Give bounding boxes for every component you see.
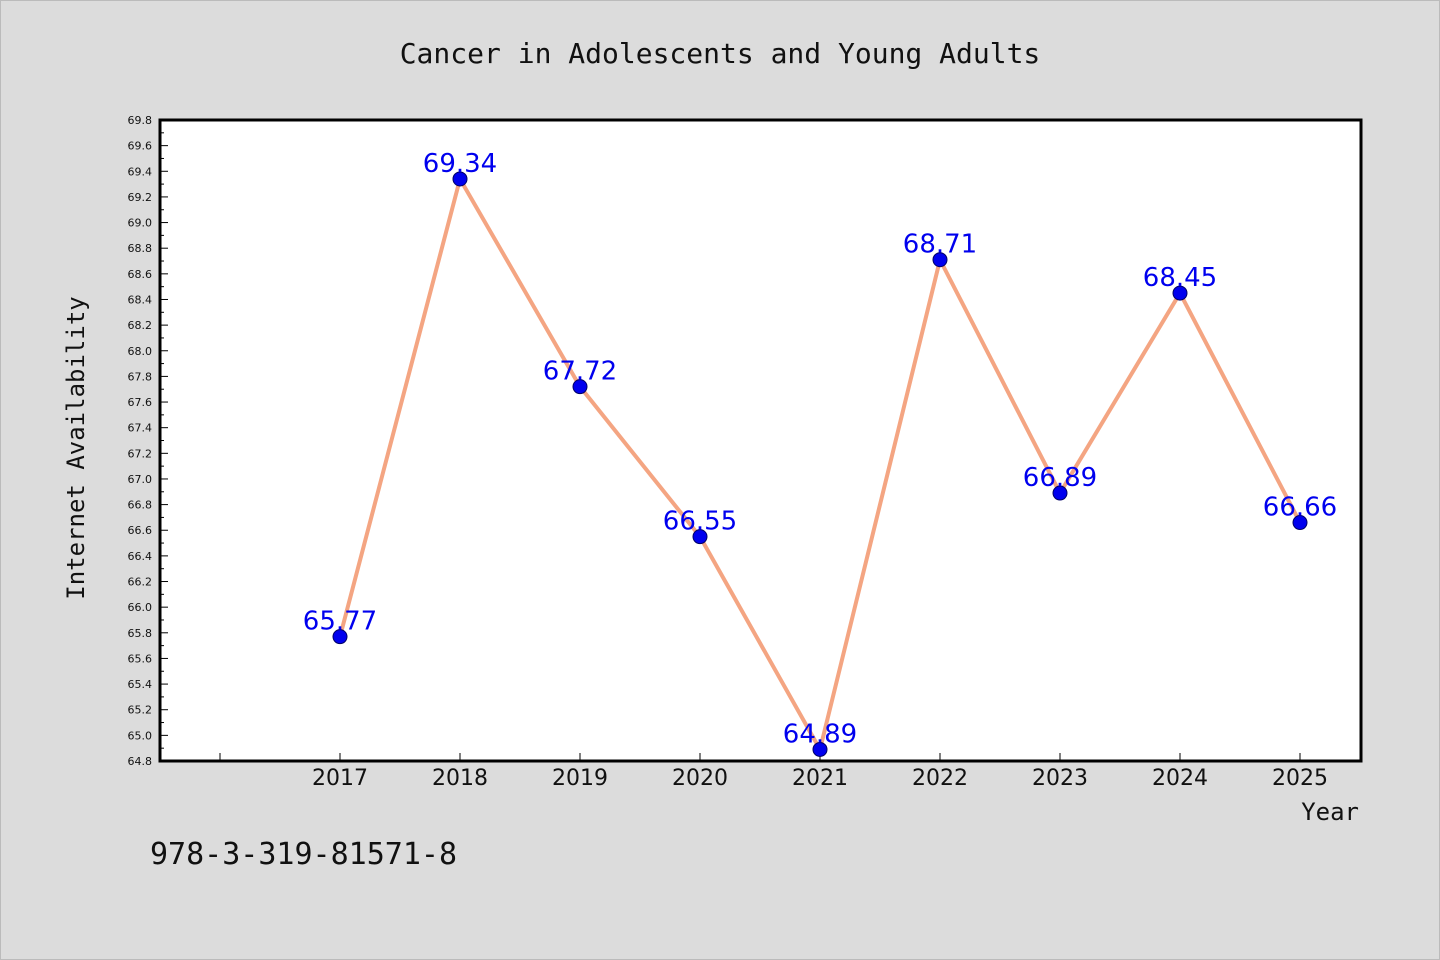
y-tick-label: 65.4 (128, 678, 153, 691)
y-tick-label: 67.4 (128, 422, 153, 435)
x-tick-label: 2018 (432, 766, 488, 791)
data-label: 65.77 (303, 607, 377, 637)
plot-area (158, 118, 1363, 763)
y-tick-label: 67.8 (128, 370, 153, 383)
data-point (452, 171, 468, 187)
y-tick-label: 68.0 (128, 345, 153, 358)
data-point (692, 529, 708, 545)
x-tick-label: 2020 (672, 766, 728, 791)
isbn-text: 978-3-319-81571-8 (150, 837, 457, 872)
chart-title: Cancer in Adolescents and Young Adults (400, 37, 1041, 70)
y-axis: 64.8 65.0 65.2 65.4 65.6 65.8 66.0 66.2 66.4 66.6… (128, 114, 168, 768)
y-tick-label: 67.2 (128, 447, 153, 460)
data-label: 68.45 (1143, 263, 1217, 293)
x-axis-label: Year (1301, 798, 1359, 826)
x-tick-label: 2021 (792, 766, 848, 791)
y-tick-label: 66.8 (128, 499, 153, 512)
data-label: 66.89 (1023, 463, 1097, 493)
data-label: 64.89 (783, 719, 857, 749)
data-markers (332, 171, 1308, 757)
y-tick-label: 69.2 (128, 191, 153, 204)
y-tick-label: 65.0 (128, 729, 153, 742)
y-tick-label: 66.4 (128, 550, 153, 563)
y-tick-label: 65.2 (128, 704, 153, 717)
data-point (932, 252, 948, 268)
y-tick-label: 68.8 (128, 242, 153, 255)
data-label: 69.34 (423, 149, 497, 179)
x-tick-label: 2017 (312, 766, 368, 791)
data-labels: 65.77 69.34 67.72 66.55 64.89 68.71 66.89 68.45… (303, 149, 1337, 749)
y-tick-label: 64.8 (128, 755, 153, 768)
y-tick-label: 69.8 (128, 114, 153, 127)
y-tick-label: 66.0 (128, 601, 153, 614)
y-tick-label: 67.0 (128, 473, 153, 486)
y-tick-label: 69.0 (128, 217, 153, 230)
data-label: 66.55 (663, 507, 737, 537)
x-tick-label: 2022 (912, 766, 968, 791)
data-point (812, 741, 828, 757)
data-point (572, 379, 588, 395)
data-label: 67.72 (543, 357, 617, 387)
y-tick-label: 67.6 (128, 396, 153, 409)
y-tick-label: 68.6 (128, 268, 153, 281)
data-point (332, 629, 348, 645)
data-point (1292, 515, 1308, 531)
y-tick-label: 69.4 (128, 165, 153, 178)
data-label: 66.66 (1263, 493, 1337, 523)
data-label: 68.71 (903, 230, 977, 260)
x-tick-label: 2019 (552, 766, 608, 791)
y-tick-label: 65.8 (128, 627, 153, 640)
x-tick-label: 2025 (1272, 766, 1328, 791)
y-tick-label: 68.4 (128, 293, 153, 306)
y-tick-label: 66.2 (128, 576, 153, 589)
y-tick-label: 69.6 (128, 140, 153, 153)
y-tick-label: 66.6 (128, 524, 153, 537)
data-point (1172, 285, 1188, 301)
x-tick-label: 2024 (1152, 766, 1208, 791)
x-axis: 2017 2018 2019 2020 2021 2022 2023 2024 2025 (219, 753, 1328, 791)
y-tick-label: 68.2 (128, 319, 153, 332)
data-point (1052, 485, 1068, 501)
y-tick-label: 65.6 (128, 652, 153, 665)
y-axis-label: Internet Availability (62, 296, 90, 599)
x-tick-label: 2023 (1032, 766, 1088, 791)
